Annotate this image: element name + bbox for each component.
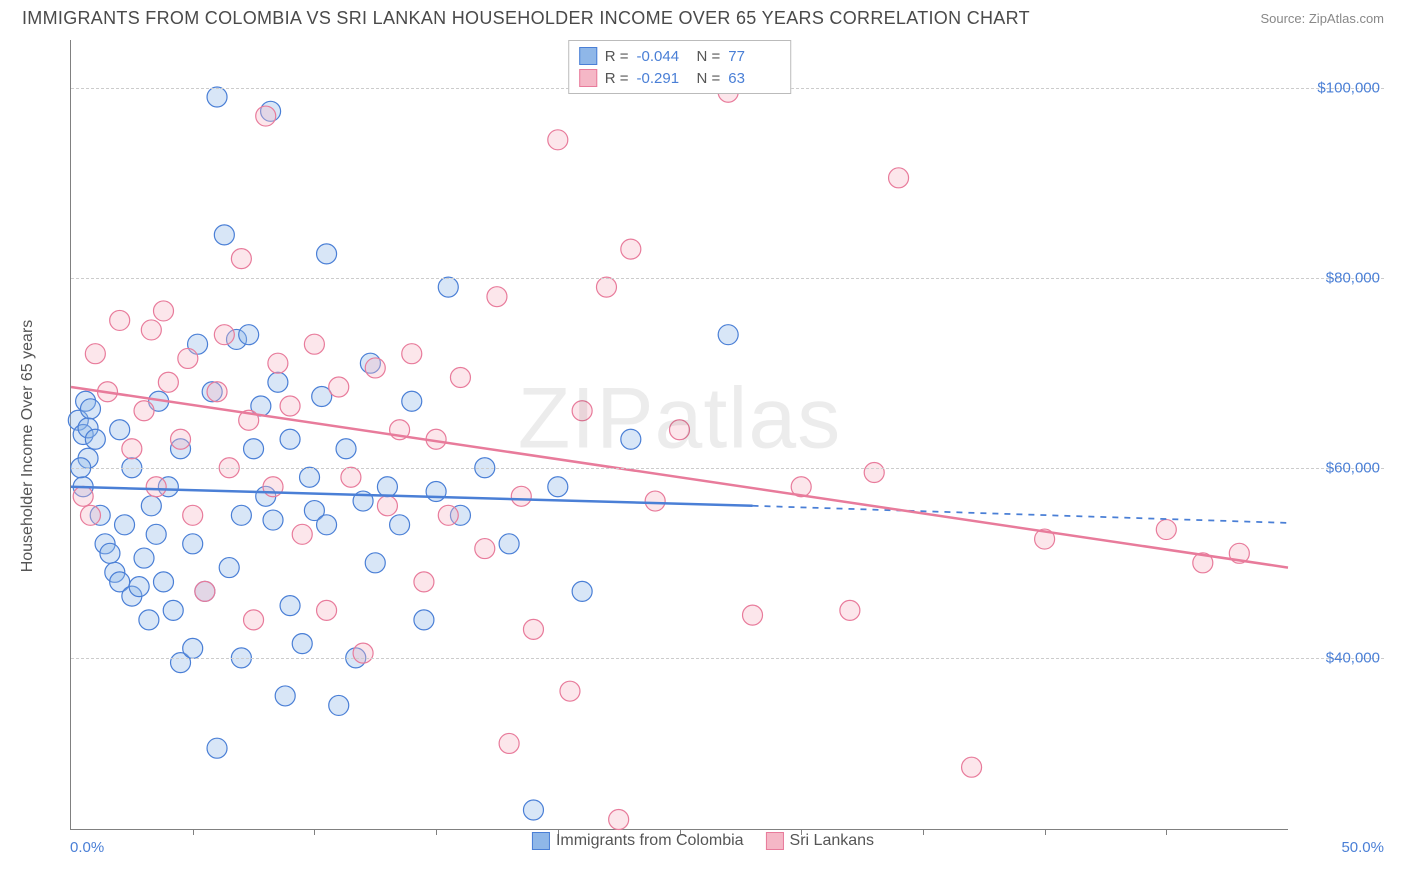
legend-r-value: -0.044 (637, 48, 689, 65)
legend-row-srilankan: R = -0.291 N = 63 (579, 67, 781, 89)
legend-r-label: R = (605, 70, 629, 87)
legend-item-srilankan: Sri Lankans (766, 832, 875, 850)
swatch-colombia (532, 832, 550, 850)
swatch-srilankan (579, 69, 597, 87)
legend-label: Immigrants from Colombia (556, 832, 744, 850)
x-axis-end-label: 50.0% (1341, 839, 1384, 856)
swatch-srilankan (766, 832, 784, 850)
scatter-plot-svg (71, 40, 1288, 829)
legend-r-value: -0.291 (637, 70, 689, 87)
legend-r-label: R = (605, 48, 629, 65)
swatch-colombia (579, 47, 597, 65)
y-axis-label: Householder Income Over 65 years (19, 320, 37, 573)
legend-n-label: N = (697, 70, 721, 87)
correlation-legend: R = -0.044 N = 77 R = -0.291 N = 63 (568, 40, 792, 94)
legend-item-colombia: Immigrants from Colombia (532, 832, 744, 850)
legend-n-value: 63 (728, 70, 780, 87)
legend-n-value: 77 (728, 48, 780, 65)
legend-label: Sri Lankans (790, 832, 875, 850)
x-axis-start-label: 0.0% (70, 839, 104, 856)
plot-area: ZIPatlas R = -0.044 N = 77 R = -0.291 N … (70, 40, 1288, 830)
source-attribution: Source: ZipAtlas.com (1260, 11, 1384, 26)
series-legend: Immigrants from Colombia Sri Lankans (532, 832, 874, 850)
legend-n-label: N = (697, 48, 721, 65)
chart-container: Householder Income Over 65 years ZIPatla… (22, 40, 1384, 852)
chart-title: IMMIGRANTS FROM COLOMBIA VS SRI LANKAN H… (22, 8, 1030, 29)
legend-row-colombia: R = -0.044 N = 77 (579, 45, 781, 67)
